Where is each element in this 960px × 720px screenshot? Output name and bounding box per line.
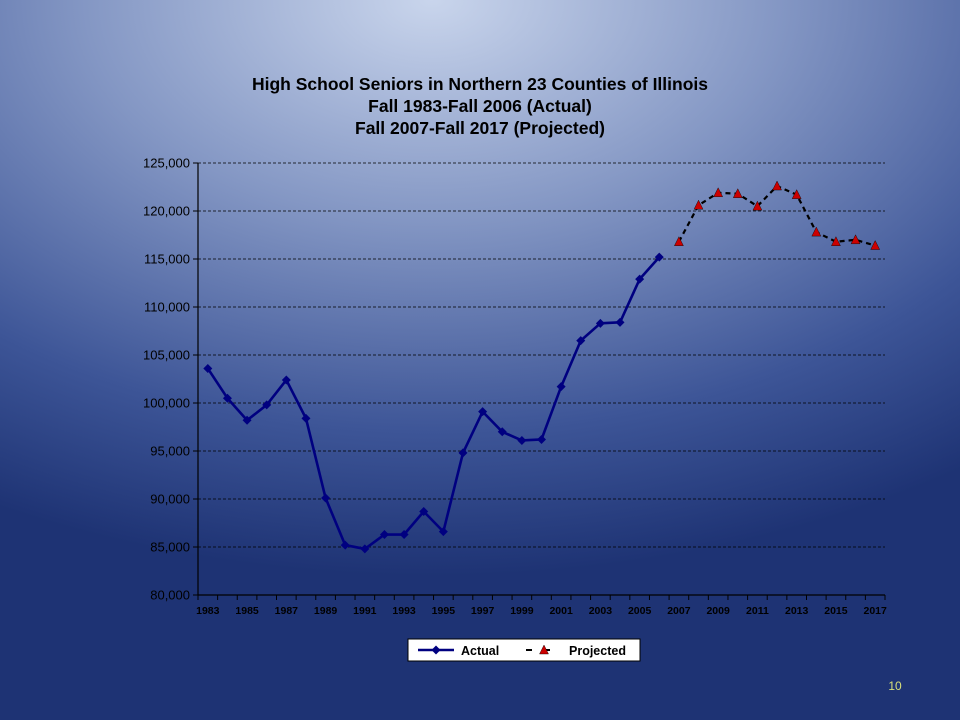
x-tick-label: 2005: [628, 605, 652, 617]
chart-title-line-2: Fall 1983-Fall 2006 (Actual): [368, 96, 592, 116]
chart-title-line-3: Fall 2007-Fall 2017 (Projected): [355, 118, 605, 138]
projected-point: [693, 199, 704, 210]
actual-point: [301, 413, 311, 423]
y-tick-label: 100,000: [143, 396, 190, 411]
x-tick-label: 2001: [549, 605, 573, 617]
actual-point: [281, 375, 291, 385]
actual-point: [576, 336, 586, 346]
actual-point: [458, 448, 468, 458]
actual-point: [497, 427, 507, 437]
y-tick-label: 80,000: [150, 588, 190, 603]
chart-title-line-1: High School Seniors in Northern 23 Count…: [252, 74, 708, 94]
x-tick-label: 2003: [589, 605, 613, 617]
projected-point: [831, 236, 841, 246]
y-tick-label: 105,000: [143, 348, 190, 363]
x-tick-label: 2011: [746, 605, 769, 617]
projected-point: [811, 226, 822, 237]
projected-line: [677, 184, 876, 247]
y-tick-label: 95,000: [150, 444, 190, 459]
actual-point: [419, 506, 429, 516]
x-tick-label: 1999: [510, 605, 534, 617]
actual-point: [242, 415, 252, 425]
y-tick-label: 120,000: [143, 204, 190, 219]
y-tick-label: 85,000: [150, 540, 190, 555]
y-tick-label: 90,000: [150, 492, 190, 507]
actual-point: [340, 540, 350, 550]
projected-point: [752, 200, 763, 211]
actual-point: [399, 530, 409, 540]
projected-point: [791, 189, 802, 199]
x-tick-label: 2017: [864, 605, 888, 617]
legend-actual-label: Actual: [461, 644, 499, 658]
x-tick-label: 1993: [392, 605, 416, 617]
projected-point: [674, 236, 684, 246]
projected-point: [732, 188, 743, 198]
actual-point: [635, 274, 645, 284]
x-tick-label: 1991: [353, 605, 377, 617]
actual-point: [222, 393, 232, 403]
actual-point: [615, 317, 625, 327]
actual-point: [360, 544, 370, 554]
x-tick-label: 1983: [196, 605, 220, 617]
y-tick-label: 110,000: [144, 300, 190, 315]
actual-point: [203, 363, 213, 373]
x-tick-label: 1985: [235, 605, 259, 617]
projected-point: [870, 240, 881, 250]
series-actual: [203, 252, 664, 554]
legend-actual-marker: [431, 645, 441, 655]
actual-point: [517, 435, 527, 445]
projected-point: [850, 234, 861, 245]
y-axis: 80,000 85,000 90,000 95,000 100,000 105,000 11…: [143, 156, 199, 603]
x-tick-label: 2015: [824, 605, 848, 617]
actual-point: [478, 407, 488, 417]
actual-point: [654, 252, 664, 262]
legend: Actual Projected: [407, 638, 641, 662]
grid-lines: [198, 162, 885, 548]
actual-line: [206, 256, 661, 551]
y-tick-label: 125,000: [143, 156, 190, 171]
series-projected: [674, 180, 881, 250]
slide-number: 10: [888, 679, 902, 693]
actual-point: [321, 493, 331, 503]
projected-point: [713, 187, 723, 197]
chart: High School Seniors in Northern 23 Count…: [143, 74, 888, 662]
actual-point: [379, 530, 389, 540]
actual-point: [595, 318, 605, 328]
x-tick-label: 2009: [706, 605, 730, 617]
y-tick-label: 115,000: [144, 252, 190, 267]
x-tick-label: 2007: [667, 605, 691, 617]
x-axis: 1983 1985 1987 1989 1991 1993 1995 1997 1999 2001…: [196, 594, 888, 617]
actual-point: [438, 527, 448, 537]
x-tick-label: 1987: [275, 605, 299, 617]
actual-point: [556, 382, 566, 392]
actual-point: [262, 400, 272, 410]
x-tick-label: 2013: [785, 605, 809, 617]
legend-projected-marker: [539, 644, 549, 655]
x-tick-label: 1997: [471, 605, 495, 617]
legend-box: [407, 638, 641, 662]
legend-projected-label: Projected: [569, 644, 626, 658]
x-tick-label: 1995: [432, 605, 456, 617]
projected-point: [772, 180, 782, 191]
x-tick-label: 1989: [314, 605, 338, 617]
actual-point: [537, 434, 546, 444]
